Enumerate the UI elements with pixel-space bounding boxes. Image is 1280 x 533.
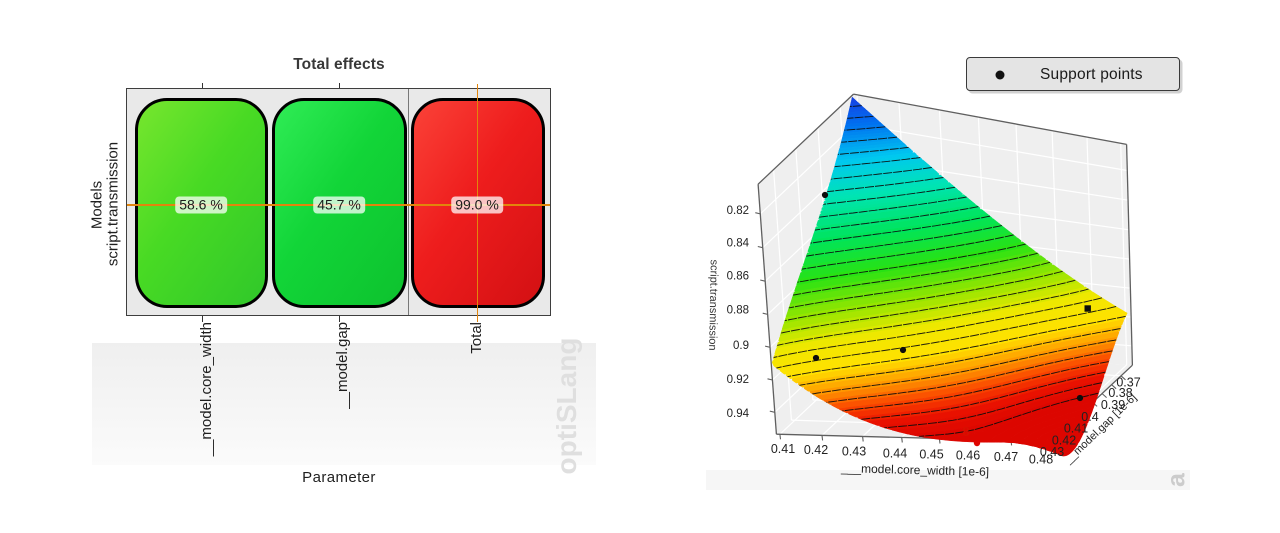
svg-text:0.82: 0.82: [727, 205, 749, 217]
svg-text:0.42: 0.42: [804, 443, 828, 457]
svg-text:0.41: 0.41: [1064, 422, 1088, 436]
svg-text:0.88: 0.88: [727, 305, 749, 317]
svg-text:0.42: 0.42: [1052, 434, 1076, 448]
svg-text:0.44: 0.44: [883, 447, 907, 461]
svg-text:0.41: 0.41: [771, 442, 795, 456]
svg-text:0.92: 0.92: [727, 374, 749, 386]
svg-text:script.transmission: script.transmission: [706, 259, 720, 350]
svg-text:0.43: 0.43: [1040, 445, 1064, 459]
svg-text:8: 8: [962, 424, 969, 439]
svg-text:0.84: 0.84: [727, 238, 750, 250]
svg-text:0.9: 0.9: [733, 340, 749, 352]
svg-text:0.37: 0.37: [1116, 375, 1140, 389]
svg-text:___model.core_width [1e-6]: ___model.core_width [1e-6]: [840, 461, 989, 479]
svg-text:0.43: 0.43: [842, 445, 866, 459]
svg-text:0.94: 0.94: [727, 408, 750, 420]
svg-text:0.46: 0.46: [956, 449, 980, 463]
svg-text:0.39: 0.39: [1101, 398, 1125, 412]
svg-text:0.45: 0.45: [919, 448, 943, 462]
svg-text:0.86: 0.86: [727, 271, 749, 283]
svg-text:0.4: 0.4: [1081, 410, 1098, 424]
svg-text:0.38: 0.38: [1108, 386, 1132, 400]
svg-text:0.47: 0.47: [994, 450, 1018, 464]
svg-text:0.48: 0.48: [1029, 453, 1053, 467]
